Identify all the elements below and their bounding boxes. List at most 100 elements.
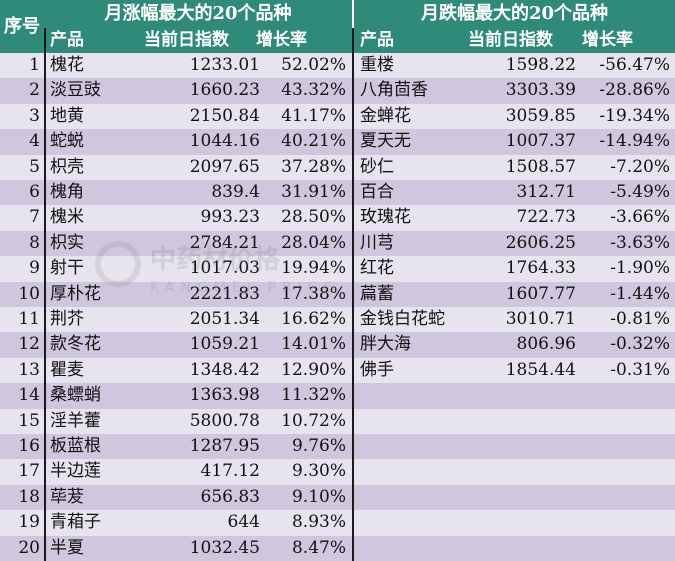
seq-cell: 2 — [29, 80, 40, 101]
left-product-cell: 淫羊藿 — [50, 410, 101, 431]
left-growth-cell: 8.93% — [291, 512, 346, 533]
left-index-cell: 1059.21 — [189, 334, 260, 355]
left-product-cell: 款冬花 — [50, 334, 101, 355]
right-index-cell: 1007.37 — [505, 131, 576, 152]
left-growth-cell: 28.50% — [281, 207, 346, 228]
right-index-cell: 1598.22 — [505, 55, 576, 75]
left-index-cell: 2051.34 — [189, 309, 260, 329]
divider-middle — [352, 28, 354, 561]
seq-cell: 1 — [29, 55, 40, 75]
left-product-cell: 半边莲 — [50, 461, 101, 482]
left-product-cell: 槐角 — [50, 182, 84, 202]
left-index-cell: 5800.78 — [189, 410, 260, 431]
left-product-cell: 枳壳 — [50, 156, 84, 177]
table-row: 11 荆芥 2051.34 16.62% 金钱白花蛇 3010.71 -0.81% — [0, 307, 675, 333]
left-growth-cell: 8.47% — [291, 537, 346, 558]
right-product-cell: 砂仁 — [360, 156, 394, 177]
right-growth-cell: -0.81% — [610, 309, 670, 329]
left-product-cell: 槐花 — [50, 55, 84, 75]
left-index-cell: 1287.95 — [189, 436, 260, 456]
left-product-cell: 桑螵蛸 — [50, 385, 101, 406]
left-product-cell: 荜茇 — [50, 486, 84, 507]
seq-cell: 9 — [29, 258, 40, 279]
table-row: 2 淡豆豉 1660.23 43.32% 八角茴香 3303.39 -28.86% — [0, 78, 675, 104]
right-product-cell — [360, 510, 470, 535]
seq-cell: 17 — [18, 461, 40, 482]
seq-cell: 20 — [18, 537, 40, 558]
left-index-cell: 417.12 — [200, 461, 260, 482]
left-index-cell: 2150.84 — [189, 105, 260, 126]
right-title: 月跌幅最大的20个品种 — [420, 3, 609, 24]
right-index-cell — [460, 459, 576, 484]
right-index-cell: 2606.25 — [505, 232, 576, 253]
right-product-cell — [360, 409, 470, 434]
right-index-cell — [460, 510, 576, 535]
seq-header: 序号 — [0, 0, 44, 53]
right-product-cell — [360, 383, 470, 408]
left-growth-cell: 17.38% — [281, 283, 346, 304]
right-product-cell: 百合 — [360, 182, 394, 202]
table-row: 16 板蓝根 1287.95 9.76% — [0, 434, 675, 460]
right-growth-cell — [578, 383, 670, 408]
right-title-band: 月跌幅最大的20个品种 — [354, 0, 675, 28]
table-row: 12 款冬花 1059.21 14.01% 胖大海 806.96 -0.32% — [0, 332, 675, 358]
left-product-cell: 板蓝根 — [50, 436, 101, 456]
right-growth-cell — [578, 409, 670, 434]
left-growth-cell: 10.72% — [281, 410, 346, 431]
table-row: 6 槐角 839.4 31.91% 百合 312.71 -5.49% — [0, 180, 675, 206]
left-growth-cell: 19.94% — [281, 258, 346, 279]
left-product-cell: 淡豆豉 — [50, 80, 101, 101]
right-column-header-row: 产品 当前日指数 增长率 — [354, 28, 675, 53]
left-growth-cell: 37.28% — [281, 156, 346, 177]
right-growth-cell: -1.90% — [610, 258, 670, 279]
left-growth-cell: 14.01% — [281, 334, 346, 355]
right-growth-cell: -7.20% — [610, 156, 670, 177]
left-growth-cell: 52.02% — [281, 55, 346, 75]
left-growth-cell: 31.91% — [281, 182, 346, 202]
left-index-cell: 656.83 — [200, 486, 260, 507]
table-row: 3 地黄 2150.84 41.17% 金蝉花 3059.85 -19.34% — [0, 103, 675, 130]
right-growth-cell — [578, 434, 670, 459]
left-index-cell: 2784.21 — [189, 232, 260, 253]
left-product-cell: 枳实 — [50, 232, 84, 253]
left-column-header-row: 产品 当前日指数 增长率 — [44, 28, 352, 53]
right-index-cell: 3303.39 — [505, 80, 576, 101]
left-index-cell: 839.4 — [211, 182, 260, 202]
right-product-cell — [360, 434, 470, 459]
left-col-growth-header: 增长率 — [256, 30, 307, 50]
seq-cell: 19 — [18, 512, 40, 533]
right-growth-cell — [578, 536, 670, 561]
table-row: 1 槐花 1233.01 52.02% 重楼 1598.22 -56.47% — [0, 53, 675, 79]
seq-cell: 15 — [18, 410, 40, 431]
seq-cell: 18 — [18, 486, 40, 507]
right-product-cell: 红花 — [360, 258, 394, 279]
left-index-cell: 1032.45 — [189, 537, 260, 558]
right-growth-cell: -0.32% — [610, 334, 670, 355]
right-product-cell — [360, 459, 470, 484]
seq-cell: 6 — [29, 182, 40, 202]
seq-cell: 14 — [18, 385, 40, 406]
table-row: 13 瞿麦 1348.42 12.90% 佛手 1854.44 -0.31% — [0, 357, 675, 384]
right-col-growth-header: 增长率 — [582, 30, 633, 50]
right-product-cell: 川芎 — [360, 232, 394, 253]
right-growth-cell — [578, 510, 670, 535]
right-product-cell: 胖大海 — [360, 334, 411, 355]
table-row: 10 厚朴花 2221.83 17.38% 萹蓄 1607.77 -1.44% — [0, 281, 675, 307]
left-index-cell: 1348.42 — [189, 359, 260, 380]
right-growth-cell: -3.63% — [610, 232, 670, 253]
right-index-cell: 3059.85 — [505, 105, 576, 126]
right-col-product-header: 产品 — [360, 30, 394, 50]
left-title: 月涨幅最大的20个品种 — [104, 3, 292, 24]
table-row: 15 淫羊藿 5800.78 10.72% — [0, 408, 675, 434]
right-growth-cell: -0.31% — [610, 359, 670, 380]
seq-cell: 5 — [29, 156, 40, 177]
left-growth-cell: 12.90% — [281, 359, 346, 380]
right-growth-cell: -1.44% — [610, 283, 670, 304]
table-row: 17 半边莲 417.12 9.30% — [0, 459, 675, 485]
left-index-cell: 1044.16 — [189, 131, 260, 152]
right-index-cell — [460, 485, 576, 510]
right-index-cell: 722.73 — [516, 207, 576, 228]
left-product-cell: 荆芥 — [50, 309, 84, 329]
table-row: 19 青葙子 644 8.93% — [0, 510, 675, 536]
right-product-cell: 佛手 — [360, 359, 394, 380]
